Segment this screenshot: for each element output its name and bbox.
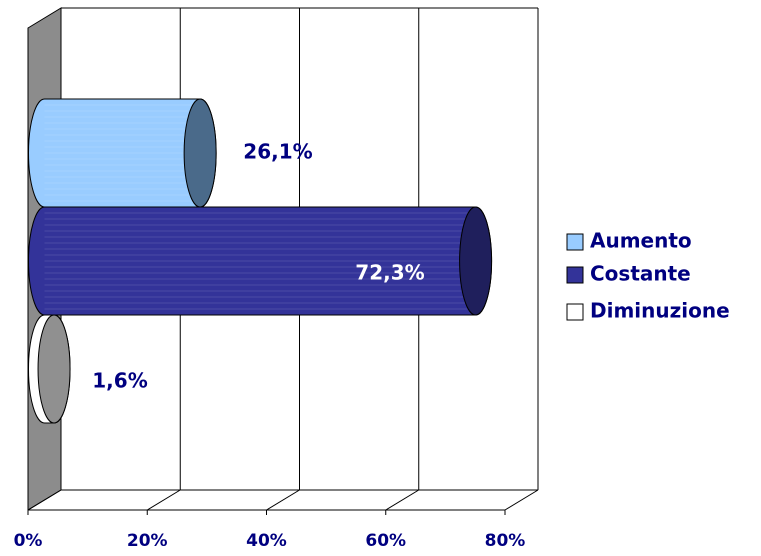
x-tick-label: 20% [127,531,168,551]
legend-swatch-aumento [566,233,584,251]
legend: Aumento Costante Diminuzione [566,229,730,323]
legend-label-diminuzione: Diminuzione [590,299,730,323]
bar-aumento-cap [183,98,217,208]
data-label: 72,3% [355,261,424,285]
data-label: 1,6% [92,369,147,393]
bar-costante-cap [459,206,493,316]
data-labels: 26,1% 72,3% 1,6% [92,140,424,393]
x-axis-ticks: 0% 20% 40% 60% 80% [14,531,526,551]
floor-diagonal [504,489,539,511]
bar-diminuzione-cap [37,314,71,424]
legend-swatch-costante [566,266,584,284]
legend-label-costante: Costante [590,262,691,286]
x-tick-label: 60% [365,531,406,551]
bars [28,98,493,424]
data-label: 26,1% [243,140,312,164]
x-tick-label: 80% [485,531,526,551]
legend-label-aumento: Aumento [590,229,692,253]
legend-swatch-diminuzione [566,303,584,321]
floor-diagonal [27,489,62,511]
floor-diagonal [266,489,300,511]
x-tick-label: 0% [14,531,43,551]
floor-diagonal [385,489,420,511]
floor-diagonal [146,489,181,511]
x-tick-label: 40% [246,531,287,551]
